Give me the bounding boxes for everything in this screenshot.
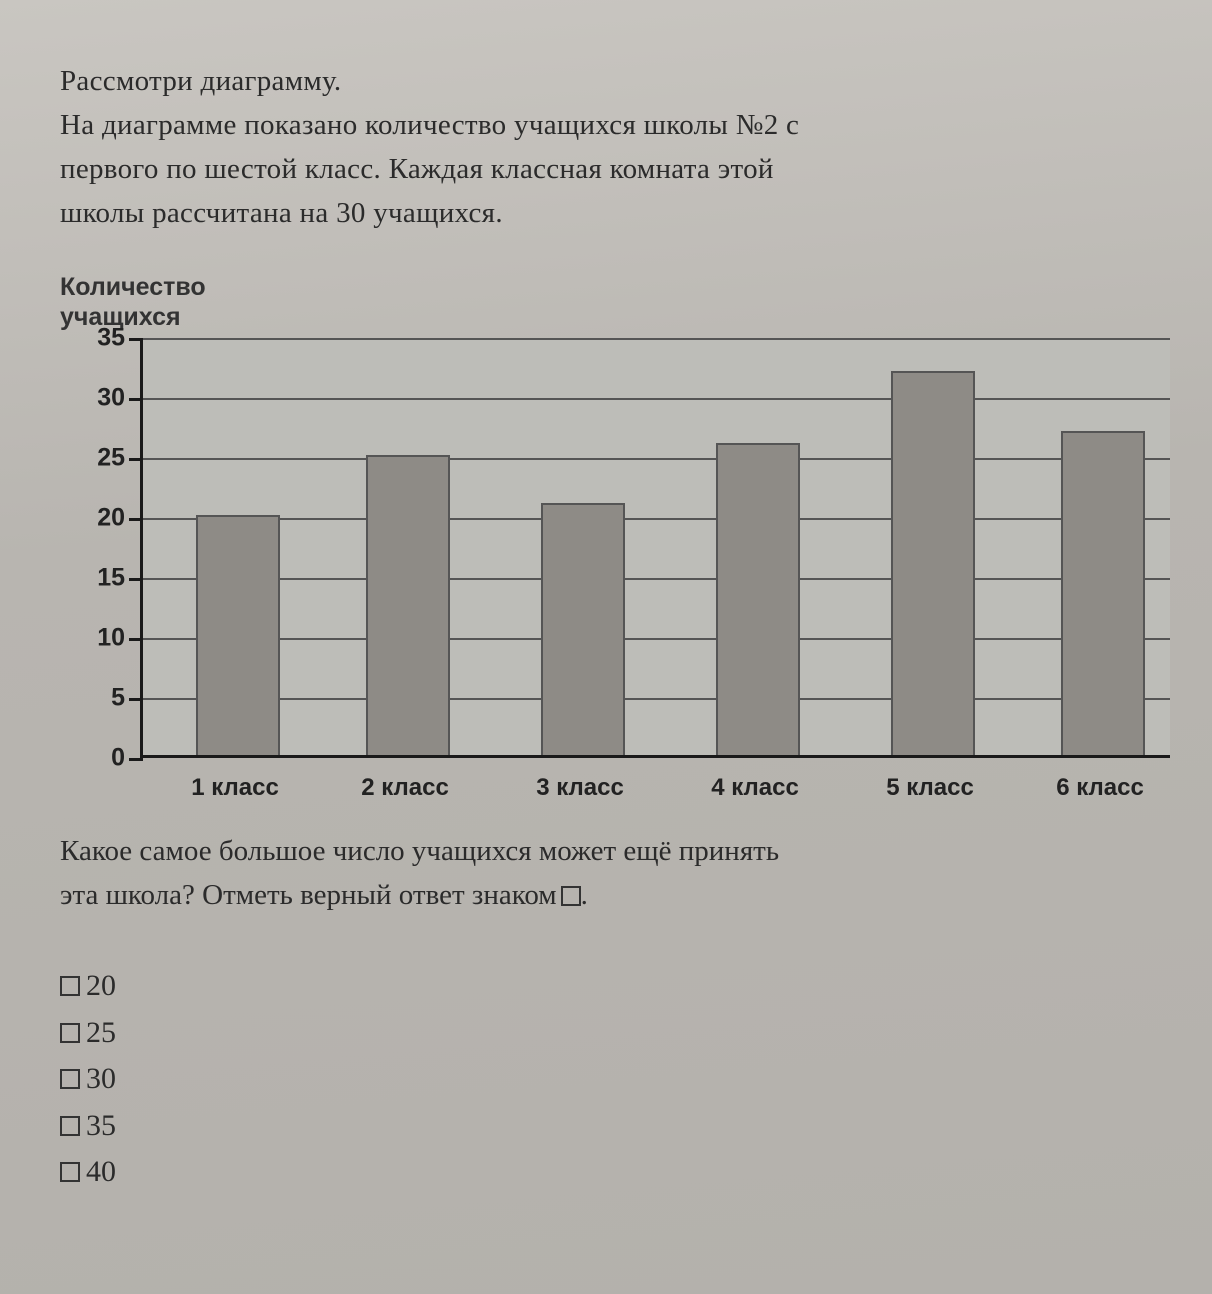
bar xyxy=(891,371,975,755)
grid-line xyxy=(143,578,1170,580)
bar xyxy=(1061,431,1145,755)
intro-line: школы рассчитана на 30 учащихся. xyxy=(60,192,1162,234)
bar xyxy=(541,503,625,755)
problem-intro: Рассмотри диаграмму. На диаграмме показа… xyxy=(60,60,1162,234)
y-tick-label: 25 xyxy=(97,444,143,473)
checkbox-icon[interactable] xyxy=(60,1116,80,1136)
x-tick-label: 4 класс xyxy=(711,774,799,802)
x-tick-label: 1 класс xyxy=(191,774,279,802)
x-tick-label: 2 класс xyxy=(361,774,449,802)
question-line: Какое самое большое число учащихся может… xyxy=(60,830,1162,874)
option-label: 20 xyxy=(86,963,116,1010)
checkbox-icon[interactable] xyxy=(60,1069,80,1089)
answer-option[interactable]: 40 xyxy=(60,1149,1162,1196)
plot-area: 05101520253035 xyxy=(140,338,1170,758)
y-axis-title-line: Количество xyxy=(60,272,1162,302)
y-tick-label: 0 xyxy=(111,744,143,773)
x-tick-label: 3 класс xyxy=(536,774,624,802)
option-label: 30 xyxy=(86,1056,116,1103)
question-text: Какое самое большое число учащихся может… xyxy=(60,830,1162,917)
grid-line xyxy=(143,518,1170,520)
bar xyxy=(716,443,800,755)
answer-option[interactable]: 25 xyxy=(60,1010,1162,1057)
grid-line xyxy=(143,638,1170,640)
bar xyxy=(196,515,280,755)
y-axis-title-line: учащихся xyxy=(60,302,1162,332)
answer-option[interactable]: 30 xyxy=(60,1056,1162,1103)
grid-line xyxy=(143,338,1170,340)
checkbox-icon[interactable] xyxy=(60,976,80,996)
grid-line xyxy=(143,698,1170,700)
grid-line xyxy=(143,458,1170,460)
intro-line: Рассмотри диаграмму. xyxy=(60,60,1162,102)
option-label: 40 xyxy=(86,1149,116,1196)
x-tick-label: 5 класс xyxy=(886,774,974,802)
option-label: 25 xyxy=(86,1010,116,1057)
checkbox-icon[interactable] xyxy=(60,1023,80,1043)
y-tick-label: 15 xyxy=(97,564,143,593)
checkbox-icon[interactable] xyxy=(60,1162,80,1182)
bar-chart: 05101520253035 1 класс 2 класс 3 класс 4 кл… xyxy=(80,338,1170,808)
answer-option[interactable]: 35 xyxy=(60,1103,1162,1150)
x-axis-labels: 1 класс 2 класс 3 класс 4 класс 5 класс 6 кла… xyxy=(140,758,1170,808)
intro-line: первого по шестой класс. Каждая классная… xyxy=(60,148,1162,190)
y-tick-label: 30 xyxy=(97,384,143,413)
y-tick-label: 5 xyxy=(111,684,143,713)
answer-option[interactable]: 20 xyxy=(60,963,1162,1010)
grid-line xyxy=(143,398,1170,400)
y-axis-title: Количество учащихся xyxy=(60,272,1162,332)
option-label: 35 xyxy=(86,1103,116,1150)
y-tick-label: 10 xyxy=(97,624,143,653)
bar xyxy=(366,455,450,755)
question-line: эта школа? Отметь верный ответ знаком. xyxy=(60,874,1162,918)
checkbox-icon xyxy=(561,886,581,906)
y-tick-label: 35 xyxy=(97,324,143,353)
answer-options: 2025303540 xyxy=(60,963,1162,1196)
intro-line: На диаграмме показано количество учащихс… xyxy=(60,104,1162,146)
x-tick-label: 6 класс xyxy=(1056,774,1144,802)
y-tick-label: 20 xyxy=(97,504,143,533)
worksheet-page: Рассмотри диаграмму. На диаграмме показа… xyxy=(0,0,1212,1294)
